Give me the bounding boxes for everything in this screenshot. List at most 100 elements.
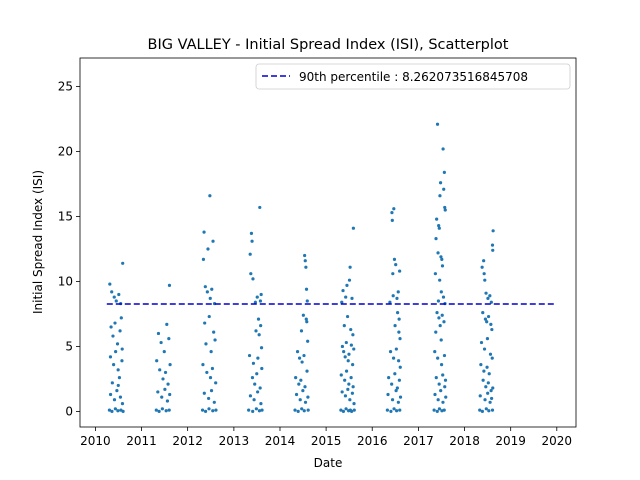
data-point xyxy=(485,320,489,324)
data-point xyxy=(482,259,486,263)
data-point xyxy=(208,296,212,300)
data-point xyxy=(110,381,114,385)
data-point xyxy=(441,373,445,377)
data-point xyxy=(306,395,310,399)
data-point xyxy=(351,226,355,230)
data-point xyxy=(483,317,488,321)
data-point xyxy=(253,382,257,386)
data-point xyxy=(481,311,485,315)
y-axis-title: Initial Spread Index (ISI) xyxy=(31,170,45,314)
data-point xyxy=(349,327,353,332)
data-point xyxy=(260,408,264,412)
data-point xyxy=(350,409,354,414)
data-points xyxy=(107,122,495,414)
data-point xyxy=(348,265,352,269)
data-point xyxy=(440,257,444,261)
data-point xyxy=(442,170,446,174)
data-point xyxy=(437,226,441,230)
data-point xyxy=(485,365,489,369)
y-tick-label: 10 xyxy=(58,274,73,288)
data-point xyxy=(208,376,213,380)
data-point xyxy=(439,363,444,367)
x-axis: 2010 2011 2012 2013 2014 2015 2016 2017 2018 2019… xyxy=(80,427,572,448)
data-point xyxy=(201,257,206,261)
data-point xyxy=(210,287,214,291)
data-point xyxy=(304,265,308,269)
data-point xyxy=(398,365,402,369)
data-point xyxy=(115,389,119,393)
data-point xyxy=(251,409,255,414)
data-point xyxy=(440,313,444,317)
data-point xyxy=(120,347,124,351)
data-point xyxy=(491,248,495,252)
data-point xyxy=(478,394,482,398)
data-point xyxy=(297,356,302,360)
data-point xyxy=(202,230,206,234)
data-point xyxy=(203,321,207,325)
data-point xyxy=(212,400,216,404)
data-point xyxy=(439,338,443,342)
data-point xyxy=(114,299,118,303)
data-point xyxy=(293,408,297,412)
data-point xyxy=(434,237,438,241)
data-point xyxy=(201,363,205,367)
data-point xyxy=(251,361,256,365)
data-point xyxy=(339,408,343,412)
data-point xyxy=(443,205,447,210)
data-point xyxy=(442,320,446,324)
y-tick-label: 15 xyxy=(58,210,73,224)
data-point xyxy=(438,324,442,328)
data-point xyxy=(391,272,395,276)
data-point xyxy=(155,359,159,363)
data-point xyxy=(112,295,116,299)
data-point xyxy=(207,407,211,411)
data-point xyxy=(247,353,252,358)
data-point xyxy=(387,376,391,380)
data-point xyxy=(349,376,353,380)
data-point xyxy=(482,272,486,276)
data-point xyxy=(211,239,215,243)
data-point xyxy=(485,337,490,341)
data-point xyxy=(344,407,348,411)
data-point xyxy=(248,252,252,256)
data-point xyxy=(118,395,123,399)
data-point xyxy=(305,320,309,324)
data-point xyxy=(487,409,491,413)
data-point xyxy=(339,373,343,377)
data-point xyxy=(396,290,400,294)
data-point xyxy=(480,265,484,269)
data-point xyxy=(393,324,397,328)
data-point xyxy=(489,322,493,326)
y-tick-label: 25 xyxy=(58,80,73,94)
plot-area: 2010 2011 2012 2013 2014 2015 2016 2017 2018 2019… xyxy=(58,57,577,448)
data-point xyxy=(436,299,441,303)
data-point xyxy=(302,353,306,358)
data-point xyxy=(303,253,307,258)
data-point xyxy=(488,352,493,356)
data-point xyxy=(486,314,491,319)
x-axis-title: Date xyxy=(314,456,343,470)
data-point xyxy=(206,247,210,251)
data-point xyxy=(255,372,259,376)
data-point xyxy=(213,338,217,342)
data-point xyxy=(200,408,205,412)
data-point xyxy=(203,409,208,414)
data-point xyxy=(305,369,309,373)
data-point xyxy=(347,382,351,386)
x-tick-label: 2010 xyxy=(80,434,111,448)
data-point xyxy=(204,342,208,346)
data-point xyxy=(441,400,445,404)
data-point xyxy=(108,355,113,359)
data-point xyxy=(390,211,394,215)
data-point xyxy=(304,317,308,321)
data-point xyxy=(391,356,396,360)
data-point xyxy=(488,294,492,298)
data-point xyxy=(115,342,120,346)
data-point xyxy=(121,261,125,265)
data-point xyxy=(114,350,118,354)
data-point xyxy=(250,239,254,243)
data-point xyxy=(154,408,158,412)
data-point xyxy=(344,340,348,345)
x-tick-label: 2020 xyxy=(542,434,573,448)
data-point xyxy=(116,383,120,388)
